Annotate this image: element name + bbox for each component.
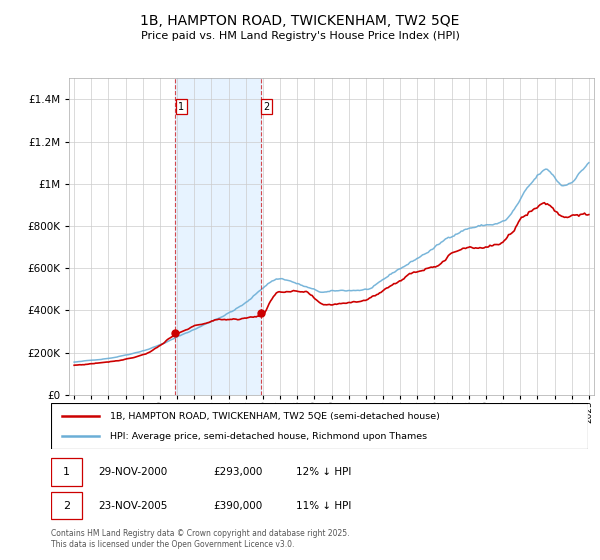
Text: 11% ↓ HPI: 11% ↓ HPI [296, 501, 351, 511]
Text: £293,000: £293,000 [213, 467, 262, 477]
Bar [51, 492, 82, 519]
Text: 1: 1 [63, 467, 70, 477]
Text: 1B, HAMPTON ROAD, TWICKENHAM, TW2 5QE: 1B, HAMPTON ROAD, TWICKENHAM, TW2 5QE [140, 14, 460, 28]
Bar [175, 78, 261, 395]
Text: £390,000: £390,000 [213, 501, 262, 511]
Text: 29-NOV-2000: 29-NOV-2000 [98, 467, 167, 477]
Text: Contains HM Land Registry data © Crown copyright and database right 2025.
This d: Contains HM Land Registry data © Crown c… [51, 529, 349, 549]
Text: 2: 2 [63, 501, 70, 511]
Text: 1: 1 [178, 101, 184, 111]
Text: HPI: Average price, semi-detached house, Richmond upon Thames: HPI: Average price, semi-detached house,… [110, 432, 427, 441]
Text: Price paid vs. HM Land Registry's House Price Index (HPI): Price paid vs. HM Land Registry's House … [140, 31, 460, 41]
Text: 2: 2 [264, 101, 270, 111]
Text: 12% ↓ HPI: 12% ↓ HPI [296, 467, 351, 477]
Text: 23-NOV-2005: 23-NOV-2005 [98, 501, 167, 511]
Bar [51, 459, 82, 486]
Text: 1B, HAMPTON ROAD, TWICKENHAM, TW2 5QE (semi-detached house): 1B, HAMPTON ROAD, TWICKENHAM, TW2 5QE (s… [110, 412, 440, 421]
